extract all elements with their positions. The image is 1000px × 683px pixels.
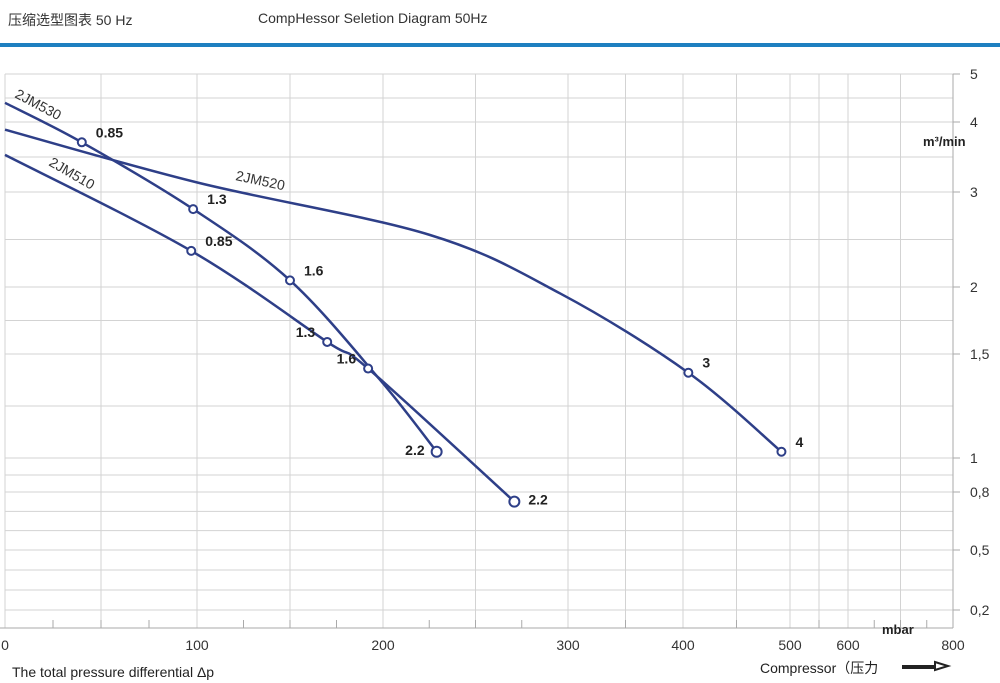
arrow-right-icon [902,660,952,672]
series-line-2JM520 [4,128,783,453]
series-line-2JM530 [4,101,438,453]
title-cn: 压缩选型图表 50 Hz [8,12,133,28]
data-point [683,367,694,378]
x-tick-label: 200 [371,637,395,653]
data-label: 1.6 [337,351,357,367]
x-tick-label: 400 [671,637,695,653]
data-point [186,245,197,256]
x-unit-label: mbar [882,622,914,637]
y-tick-label: 1 [970,450,978,466]
y-tick-label: 3 [970,184,978,200]
y-tick-label: 4 [970,114,978,130]
data-point [363,363,374,374]
data-point [285,275,295,286]
x-tick-label: 300 [556,637,580,653]
data-label: 1.6 [304,262,324,278]
series-name-label: 2JM510 [47,154,98,193]
data-label: 0.85 [205,233,232,249]
data-point [508,495,521,508]
header-divider [0,43,1000,47]
x-tick-label: 800 [941,637,965,653]
x-tick-label: 600 [836,637,860,653]
data-label: 1.3 [296,324,316,340]
data-label: 2.2 [405,442,425,458]
data-label: 3 [702,355,710,371]
x-tick-label: 100 [185,637,209,653]
y-tick-label: 5 [970,66,978,82]
x-axis-title: The total pressure differential Δp [12,664,214,680]
data-point [76,137,87,148]
data-label: 1.3 [207,191,227,207]
y-unit-label: m³/min [923,134,966,149]
data-point [322,336,333,347]
y-tick-label: 0,5 [970,542,990,558]
y-tick-label: 2 [970,279,978,295]
data-label: 4 [795,434,803,450]
compressor-label: Compressor（压力 [760,660,878,676]
series-name-label: 2JM520 [234,167,286,193]
y-tick-label: 1,5 [970,346,990,362]
data-label: 2.2 [528,492,548,508]
x-tick-label: 500 [778,637,802,653]
title-en: CompHessor Seletion Diagram 50Hz [258,10,488,26]
data-point [430,445,443,458]
series-name-label: 2JM530 [13,86,65,124]
y-tick-label: 0,2 [970,602,990,618]
data-point [188,204,199,215]
data-point [776,446,787,457]
x-tick-label: 0 [1,637,9,653]
y-tick-label: 0,8 [970,484,990,500]
data-label: 0.85 [96,124,123,140]
